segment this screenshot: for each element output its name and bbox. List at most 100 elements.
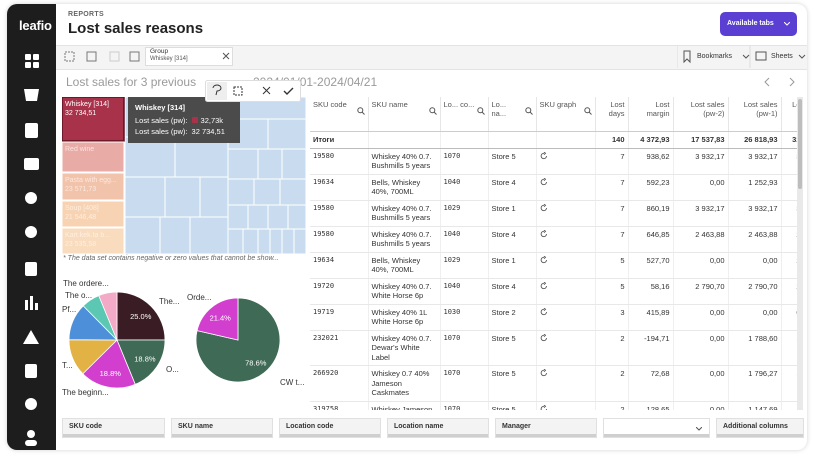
- sidebar-icons: [23, 54, 39, 446]
- table-cell: 19580: [310, 200, 369, 227]
- table-row: 19580 Whiskey 40% 0.7. Bushmills 5 years 1…: [310, 148, 797, 175]
- table-cell: 2: [595, 365, 629, 402]
- header-row: SKU code SKU name Lo... co... Lo... na... SK…: [310, 97, 797, 132]
- table-cell: 1029: [440, 252, 489, 279]
- treemap-tile: [62, 97, 125, 142]
- scrollbar[interactable]: [797, 97, 803, 410]
- column-header: Lo... na...: [488, 97, 537, 132]
- column-header: Lost sales (pw-1): [728, 97, 782, 132]
- pie-category-label: The...: [159, 297, 179, 306]
- graph-cell: [536, 304, 596, 331]
- clear-selection[interactable]: [222, 52, 230, 60]
- icon-part: [540, 177, 547, 185]
- table-cell: 2 790,70: [673, 278, 729, 305]
- slice-label: 25.0%: [130, 312, 152, 321]
- table-cell: 232021: [310, 330, 369, 366]
- empty-cell: [488, 131, 537, 149]
- selection-chip[interactable]: [145, 47, 233, 66]
- table-cell: 1070: [440, 401, 489, 410]
- graph-icon: [540, 151, 547, 159]
- pie-slice: [98, 291, 118, 341]
- table-cell: Whiskey 40% 0.7. Bushmills 5 years: [368, 148, 441, 175]
- tooltip-title: Whiskey [314]: [135, 103, 186, 112]
- graph-icon: [540, 177, 547, 185]
- graph-icon: [540, 255, 547, 263]
- table-row: 19720 Whiskey 40% 0.7. White Horse 6p 1040…: [310, 278, 797, 305]
- table-cell: 646,85: [628, 226, 674, 253]
- pie-category-label: The ordere...: [63, 279, 109, 288]
- column-header: Lo: [781, 97, 797, 132]
- filter-label: Location code: [286, 423, 334, 430]
- pie-slice: [116, 339, 166, 385]
- table-cell: 7: [595, 226, 629, 253]
- filter-label: Location name: [394, 423, 444, 430]
- table-cell: 0,00: [673, 330, 729, 366]
- treemap-tile: [62, 227, 125, 254]
- icon-part: [481, 111, 485, 115]
- header-text: Lo... na...: [491, 100, 507, 118]
- tooltip-value: 32 734,51: [191, 127, 225, 136]
- filter-field[interactable]: Manager: [495, 418, 597, 438]
- table-cell: 319758: [310, 401, 369, 410]
- table-cell: 72,68: [628, 365, 674, 402]
- tile-value: 21 546,48: [65, 214, 96, 221]
- graph-cell: [536, 148, 596, 175]
- filter-field[interactable]: SKU name: [171, 418, 273, 438]
- graph-icon: [540, 229, 547, 237]
- available-tabs-button[interactable]: Available tabs: [720, 12, 797, 36]
- page-arrows[interactable]: [762, 76, 797, 88]
- totals-cell: 26 818,93: [728, 131, 782, 149]
- filter-field[interactable]: Additional columns: [716, 418, 804, 438]
- filter-field[interactable]: SKU code: [62, 418, 165, 438]
- graph-icon: [540, 368, 547, 377]
- table-cell: 19720: [310, 278, 369, 305]
- table-cell: 0,00: [673, 252, 729, 279]
- filter-field[interactable]: Location name: [387, 418, 489, 438]
- filter-field[interactable]: Location code: [279, 418, 381, 438]
- table-cell: Store 5: [488, 148, 537, 175]
- tooltip-label: Lost sales (pw):: [135, 127, 188, 136]
- icon-part: [524, 107, 531, 114]
- table-cell: 7: [595, 148, 629, 175]
- pie-category-label: The beginn...: [62, 388, 109, 397]
- table-cell: Whiskey 40% 0.7. Dewar's White Label: [368, 330, 441, 366]
- tile-value: 23 535,58: [65, 241, 96, 248]
- icon-part: [696, 427, 702, 431]
- pie-slice: [196, 297, 239, 341]
- pie-category-label: Pf...: [62, 305, 76, 314]
- table-cell: 0,00: [673, 304, 729, 331]
- filter-dropdown[interactable]: [603, 418, 710, 438]
- page-title: Lost sales reasons: [68, 20, 204, 37]
- icon-part: [476, 107, 483, 114]
- slice-label: 18.8%: [134, 355, 156, 364]
- table-cell: 1030: [440, 304, 489, 331]
- table-cell: 1070: [440, 148, 489, 175]
- table-cell: 3 932,17: [728, 200, 782, 227]
- bookmarks[interactable]: Bookmarks: [697, 53, 733, 60]
- selection-value: Whiskey [314]: [150, 56, 188, 62]
- sheets[interactable]: Sheets: [771, 53, 793, 60]
- table-cell: 1 147,69: [728, 401, 782, 410]
- table-cell: Whiskey Jameson Caskmates IPA 0.7 40%: [368, 401, 441, 410]
- icon-part: [540, 255, 547, 263]
- table-row: 19634 Bells, Whiskey 40%, 700ML 1040 Store …: [310, 174, 797, 201]
- search-icon: [476, 107, 485, 115]
- table-cell: 1: [781, 365, 797, 402]
- table-cell: 1 252,93: [728, 174, 782, 201]
- table-cell: 415,89: [628, 304, 674, 331]
- table-cell: 19634: [310, 174, 369, 201]
- tooltip-row: Lost sales (pw): 32,73k: [135, 115, 233, 126]
- table-row: 19634 Bells, Whiskey 40%, 700ML 1029 Store …: [310, 252, 797, 279]
- graph-cell: [536, 226, 596, 253]
- selection-tools: [64, 51, 140, 62]
- table-cell: 19719: [310, 304, 369, 331]
- graph-icon: [540, 203, 547, 211]
- tooltip-row: Lost sales (pw): 32 734,51: [135, 126, 233, 137]
- search-icon: [583, 107, 592, 115]
- totals-cell: 4 372,93: [628, 131, 674, 149]
- tooltip-value: 32,73k: [200, 116, 224, 125]
- table-cell: 3 932,17: [673, 148, 729, 175]
- tile-label: Pasta with egg...: [65, 177, 117, 184]
- table-cell: 5: [595, 252, 629, 279]
